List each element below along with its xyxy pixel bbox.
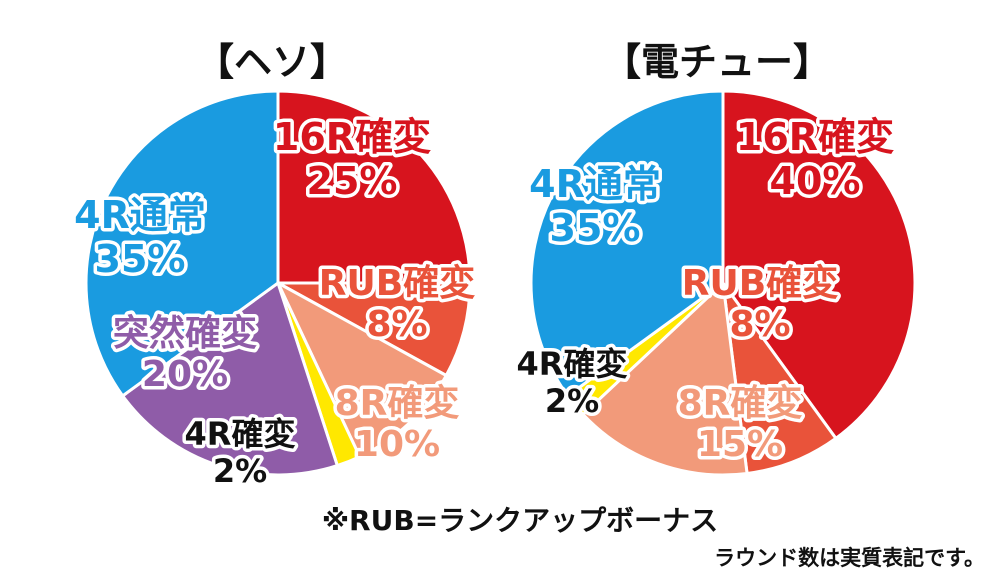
slice-value-heso-5: 35% bbox=[95, 237, 186, 281]
slice-value-denchu-1: 8% bbox=[729, 304, 790, 345]
slice-name-heso-3: 4R確変 bbox=[185, 415, 296, 453]
pie-slice-heso-0 bbox=[276, 89, 472, 285]
slice-value-denchu-3: 2% bbox=[545, 382, 599, 420]
slice-label-denchu-1: RUB確変 8% bbox=[682, 262, 838, 345]
slice-name-heso-0: 16R確変 bbox=[273, 115, 431, 159]
slice-label-heso-3: 4R確変 2% bbox=[185, 415, 296, 490]
chart-title-denchu: 【電チュー】 bbox=[603, 40, 831, 84]
slice-value-heso-0: 25% bbox=[307, 159, 398, 203]
slice-name-denchu-0: 16R確変 bbox=[736, 115, 894, 159]
slice-value-heso-1: 8% bbox=[366, 304, 427, 345]
slice-label-heso-1: RUB確変 8% bbox=[319, 262, 475, 345]
slice-value-denchu-4: 35% bbox=[550, 206, 641, 250]
pie-slice-heso-2 bbox=[274, 279, 449, 459]
slice-name-denchu-3: 4R確変 bbox=[517, 345, 628, 383]
slice-name-heso-2: 8R確変 bbox=[335, 382, 460, 424]
slice-name-denchu-2: 8R確変 bbox=[678, 382, 803, 424]
chart-title-heso: 【ヘソ】 bbox=[196, 40, 348, 84]
pie-slice-heso-1 bbox=[277, 281, 472, 378]
slice-label-denchu-2: 8R確変 15% bbox=[678, 382, 803, 465]
slice-name-denchu-1: RUB確変 bbox=[682, 262, 838, 304]
slice-value-heso-3: 2% bbox=[213, 452, 267, 490]
slice-label-denchu-0: 16R確変 40% bbox=[736, 115, 894, 203]
pie-slice-denchu-2 bbox=[580, 279, 749, 477]
pie-slice-denchu-4 bbox=[529, 89, 725, 398]
slice-name-heso-1: RUB確変 bbox=[319, 262, 475, 304]
slice-label-denchu-3: 4R確変 2% bbox=[517, 345, 628, 420]
footnote-round: ラウンド数は実質表記です。 bbox=[714, 546, 985, 570]
slice-name-denchu-4: 4R通常 bbox=[529, 162, 661, 206]
slice-label-heso-5: 4R通常 35% bbox=[74, 193, 206, 281]
slice-label-heso-2: 8R確変 10% bbox=[335, 382, 460, 465]
slice-label-denchu-4: 4R通常 35% bbox=[529, 162, 661, 250]
pie-slice-denchu-1 bbox=[721, 282, 838, 476]
slice-value-heso-2: 10% bbox=[354, 424, 440, 465]
slice-name-heso-5: 4R通常 bbox=[74, 193, 206, 237]
pie-slice-heso-4 bbox=[120, 280, 340, 477]
slice-value-denchu-0: 40% bbox=[770, 159, 861, 203]
slice-name-heso-4: 突然確変 bbox=[113, 312, 257, 354]
slice-value-heso-4: 20% bbox=[142, 354, 228, 395]
pie-slice-denchu-0 bbox=[721, 89, 917, 441]
footnote-rub: ※RUB=ランクアップボーナス bbox=[322, 504, 718, 537]
slice-value-denchu-2: 15% bbox=[697, 424, 783, 465]
pie-slice-heso-5 bbox=[84, 89, 280, 398]
slice-label-heso-4: 突然確変 20% bbox=[113, 312, 257, 395]
slice-label-heso-0: 16R確変 25% bbox=[273, 115, 431, 203]
